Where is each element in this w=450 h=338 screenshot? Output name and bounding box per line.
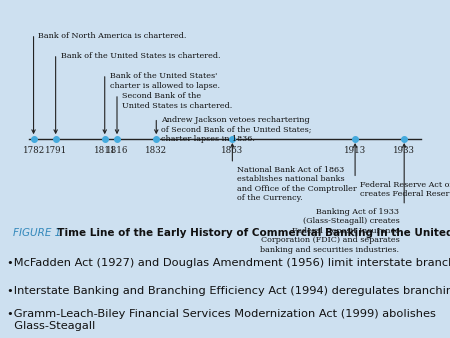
Text: •McFadden Act (1927) and Douglas Amendment (1956) limit interstate branching: •McFadden Act (1927) and Douglas Amendme…: [7, 258, 450, 268]
Text: FIGURE 1: FIGURE 1: [14, 228, 62, 238]
Text: Banking Act of 1933
(Glass-Steagall) creates
Federal Deposit Insurance
Corporati: Banking Act of 1933 (Glass-Steagall) cre…: [260, 208, 399, 254]
Text: 1791: 1791: [45, 146, 67, 155]
Text: 1816: 1816: [106, 146, 128, 155]
Text: 1913: 1913: [344, 146, 366, 155]
Text: Federal Reserve Act of 1913
creates Federal Reserve System.: Federal Reserve Act of 1913 creates Fede…: [360, 180, 450, 198]
Text: •Gramm-Leach-Biley Financial Services Modernization Act (1999) abolishes
  Glass: •Gramm-Leach-Biley Financial Services Mo…: [7, 309, 436, 331]
Text: Bank of the United States is chartered.: Bank of the United States is chartered.: [61, 52, 220, 60]
Text: 1832: 1832: [145, 146, 167, 155]
Text: 1782: 1782: [22, 146, 45, 155]
Text: National Bank Act of 1863
establishes national banks
and Office of the Comptroll: National Bank Act of 1863 establishes na…: [237, 166, 357, 202]
Text: Bank of the United States'
charter is allowed to lapse.: Bank of the United States' charter is al…: [110, 72, 220, 90]
Text: 1863: 1863: [221, 146, 243, 155]
Text: Time Line of the Early History of Commercial Banking in the United States: Time Line of the Early History of Commer…: [50, 228, 450, 238]
Text: Bank of North America is chartered.: Bank of North America is chartered.: [38, 32, 187, 40]
Text: Andrew Jackson vetoes rechartering
of Second Bank of the United States;
charter : Andrew Jackson vetoes rechartering of Se…: [161, 116, 312, 143]
Text: 1933: 1933: [393, 146, 415, 155]
Text: Second Bank of the
United States is chartered.: Second Bank of the United States is char…: [122, 92, 232, 110]
Text: 1811: 1811: [94, 146, 116, 155]
Text: •Interstate Banking and Branching Efficiency Act (1994) deregulates branching: •Interstate Banking and Branching Effici…: [7, 286, 450, 295]
